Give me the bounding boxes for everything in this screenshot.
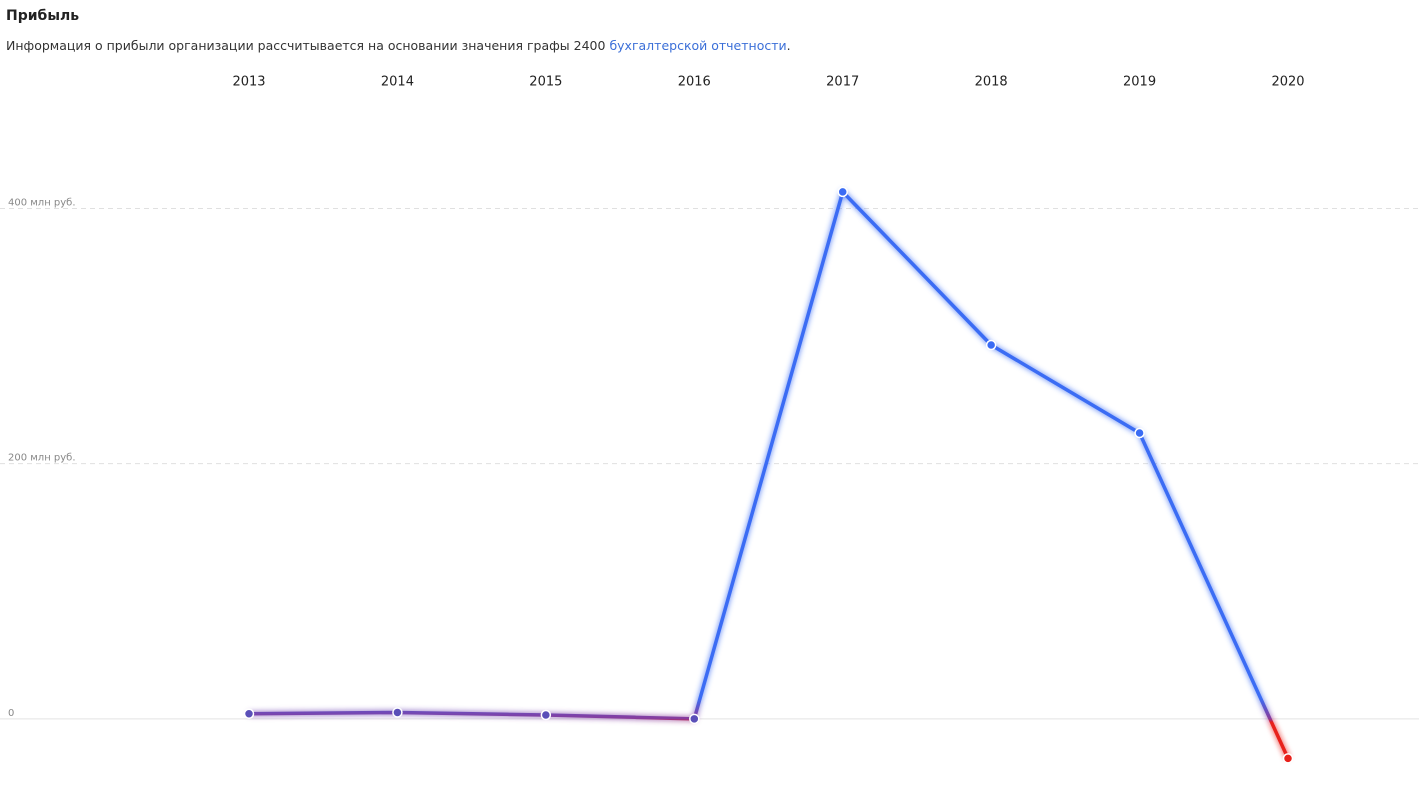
x-tick-label: 2016 (678, 75, 711, 90)
point (243, 708, 255, 719)
point (985, 339, 997, 351)
x-tick-label: 2013 (232, 75, 265, 90)
report-link[interactable]: бухгалтерской отчетности (609, 38, 787, 53)
y-tick-label: 200 млн руб. (8, 453, 76, 464)
x-tick-label: 2014 (381, 75, 414, 90)
description: Информация о прибыли организации рассчит… (6, 38, 791, 53)
y-tick-label: 400 млн руб. (8, 197, 76, 208)
point (689, 713, 700, 725)
x-tick-label: 2020 (1271, 75, 1304, 90)
point (1282, 753, 1294, 764)
point (837, 186, 848, 198)
x-tick-label: 2017 (826, 75, 859, 90)
profit-line (248, 190, 1290, 760)
description-text: Информация о прибыли организации рассчит… (6, 38, 606, 53)
y-tick-label: 0 (8, 708, 14, 719)
x-tick-label: 2018 (975, 75, 1008, 90)
section-title: Прибыль (6, 8, 80, 24)
point (540, 709, 552, 721)
point (1134, 427, 1145, 439)
point (392, 707, 403, 718)
description-end: . (786, 38, 791, 53)
x-tick-label: 2015 (529, 75, 562, 90)
x-tick-label: 2019 (1123, 75, 1156, 90)
